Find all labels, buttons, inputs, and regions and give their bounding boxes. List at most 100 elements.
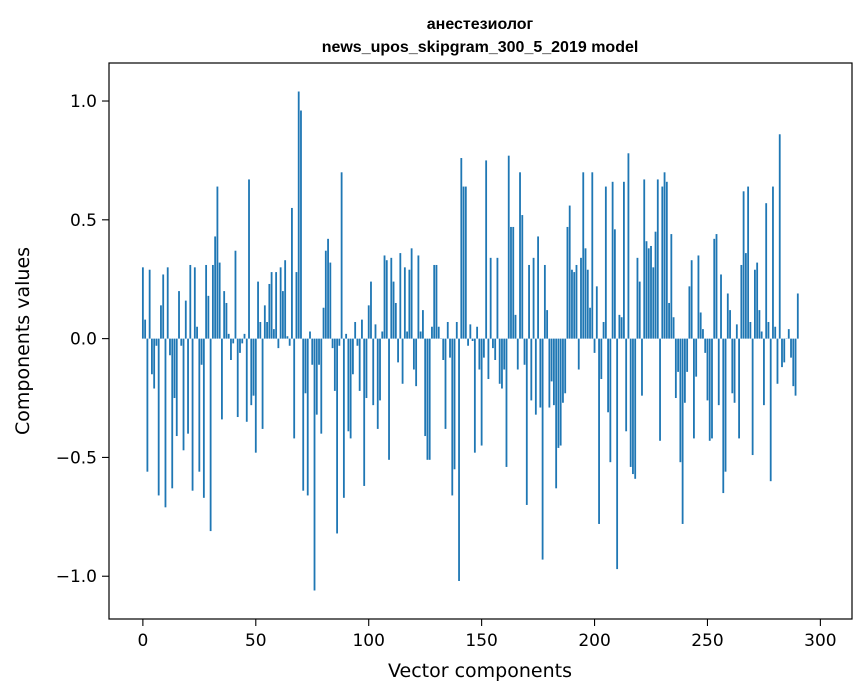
bar-component-266 — [742, 191, 745, 339]
bar-component-93 — [352, 338, 354, 375]
bar-component-3 — [148, 269, 151, 339]
x-tick-label: 300 — [804, 631, 836, 651]
bar-component-270 — [751, 338, 754, 456]
bar-component-287 — [790, 338, 792, 358]
bar-component-29 — [207, 295, 210, 339]
bar-component-50 — [254, 338, 257, 453]
bar-component-80 — [322, 307, 325, 339]
x-tick-label: 100 — [352, 631, 384, 651]
bar-component-179 — [546, 310, 549, 339]
bar-component-31 — [211, 264, 214, 339]
bar-component-249 — [704, 338, 707, 353]
bar-component-54 — [263, 305, 266, 339]
bar-component-239 — [681, 338, 684, 524]
bar-component-7 — [157, 338, 160, 496]
bar-component-0 — [141, 267, 144, 339]
bar-component-177 — [541, 338, 544, 560]
bar-component-235 — [672, 317, 675, 339]
bar-component-35 — [221, 338, 223, 420]
bar-component-288 — [792, 338, 795, 387]
bar-component-66 — [291, 207, 293, 339]
bar-component-101 — [370, 281, 372, 339]
bar-component-204 — [602, 321, 605, 339]
y-axis-ticks: 1.0 0.5 0.0 −0.5 −1.0 — [56, 92, 109, 587]
bar-component-262 — [733, 338, 736, 403]
x-tick-label: 0 — [137, 631, 148, 651]
bar-component-156 — [494, 338, 497, 360]
bar-component-70 — [300, 110, 302, 339]
bar-component-37 — [225, 302, 228, 339]
bar-component-252 — [711, 338, 713, 439]
y-tick-label: 0.0 — [70, 330, 97, 350]
bar-component-279 — [772, 186, 774, 339]
bar-component-203 — [600, 338, 603, 380]
bar-component-189 — [568, 205, 571, 339]
bar-component-176 — [539, 338, 542, 408]
bar-component-228 — [656, 179, 659, 339]
bar-component-49 — [252, 338, 255, 396]
bar-component-245 — [695, 338, 698, 377]
bar-component-19 — [184, 300, 187, 339]
bar-component-199 — [591, 172, 594, 339]
bar-component-167 — [519, 172, 521, 339]
bar-component-211 — [618, 314, 621, 339]
bar-component-274 — [760, 331, 763, 339]
bar-component-82 — [327, 238, 329, 339]
bar-component-185 — [559, 338, 562, 446]
bar-component-237 — [677, 338, 680, 372]
bar-component-123 — [419, 331, 422, 339]
bar-component-151 — [482, 338, 485, 358]
bar-component-254 — [715, 234, 718, 339]
bar-component-23 — [193, 267, 196, 339]
bar-component-56 — [268, 283, 271, 339]
bar-component-210 — [616, 338, 619, 570]
bar-component-9 — [162, 274, 165, 339]
bar-component-65 — [288, 338, 291, 346]
bar-component-180 — [548, 338, 551, 408]
bar-component-148 — [476, 326, 479, 339]
bar-component-163 — [510, 226, 512, 339]
bar-component-94 — [354, 321, 357, 339]
bar-component-111 — [392, 281, 395, 339]
bar-component-158 — [498, 338, 501, 384]
bar-component-174 — [534, 338, 537, 415]
bar-component-168 — [521, 215, 524, 339]
bar-component-60 — [277, 338, 280, 349]
bar-component-107 — [383, 255, 386, 339]
y-tick-label: 0.5 — [70, 211, 97, 231]
bar-component-85 — [333, 338, 336, 391]
bar-component-122 — [417, 255, 420, 339]
bar-component-108 — [385, 260, 388, 339]
bar-component-131 — [437, 326, 440, 339]
bar-component-73 — [306, 338, 309, 496]
bar-component-44 — [241, 338, 244, 344]
bar-component-98 — [363, 338, 366, 486]
bar-component-290 — [796, 293, 799, 339]
bar-component-140 — [458, 338, 460, 581]
bar-component-164 — [512, 226, 515, 339]
bar-component-182 — [552, 338, 555, 406]
bar-component-47 — [248, 179, 250, 339]
bar-component-238 — [679, 338, 682, 463]
bar-component-99 — [365, 338, 368, 399]
bar-component-121 — [415, 338, 418, 387]
bar-component-263 — [735, 324, 738, 339]
bar-component-194 — [580, 257, 582, 339]
bar-component-114 — [399, 253, 402, 339]
y-tick-label: 1.0 — [70, 92, 97, 112]
bar-component-286 — [787, 329, 790, 339]
bar-component-86 — [336, 338, 338, 534]
bar-component-240 — [683, 338, 686, 403]
bar-component-78 — [318, 338, 320, 365]
bar-component-212 — [620, 317, 623, 339]
bar-component-45 — [243, 333, 246, 339]
bar-component-113 — [397, 338, 399, 363]
bar-component-159 — [501, 338, 503, 389]
bar-component-231 — [663, 172, 666, 339]
bar-component-184 — [557, 338, 560, 448]
bar-component-42 — [236, 338, 239, 418]
plot-frame — [108, 62, 853, 620]
bar-component-105 — [379, 338, 381, 401]
bar-component-76 — [313, 338, 316, 591]
